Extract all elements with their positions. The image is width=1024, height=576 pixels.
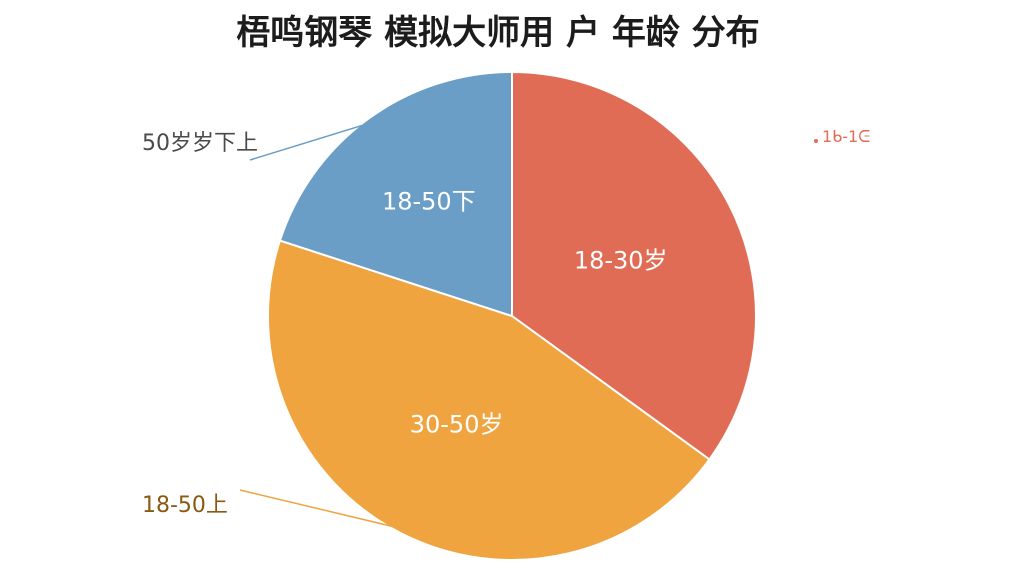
callout-marker-2	[814, 139, 818, 143]
callout-line-1	[239, 489, 404, 530]
callout-label-2: 1ᑲ-1ᕮ	[822, 127, 870, 146]
pie-slice-1	[267, 239, 711, 561]
pie-slice-label-2: 18-50下	[382, 188, 476, 216]
pie-slice-label-0: 18-30岁	[574, 247, 668, 275]
pie-slices	[267, 70, 757, 561]
pie-slice-label-1: 30-50岁	[410, 411, 504, 439]
pie-slice-0	[511, 70, 757, 461]
pie-callouts: 50岁岁下上 18-50上 1ᑲ-1ᕮ	[142, 121, 870, 530]
callout-line-0	[249, 121, 372, 161]
pie-slice-labels: 18-30岁 30-50岁 18-50下	[382, 188, 668, 439]
chart-title: 梧鸣钢琴 模拟大师用 户 年龄 分布	[236, 13, 759, 53]
callout-label-0: 50岁岁下上	[142, 131, 258, 156]
callout-label-1: 18-50上	[142, 493, 228, 518]
pie-slice-2	[278, 70, 513, 318]
